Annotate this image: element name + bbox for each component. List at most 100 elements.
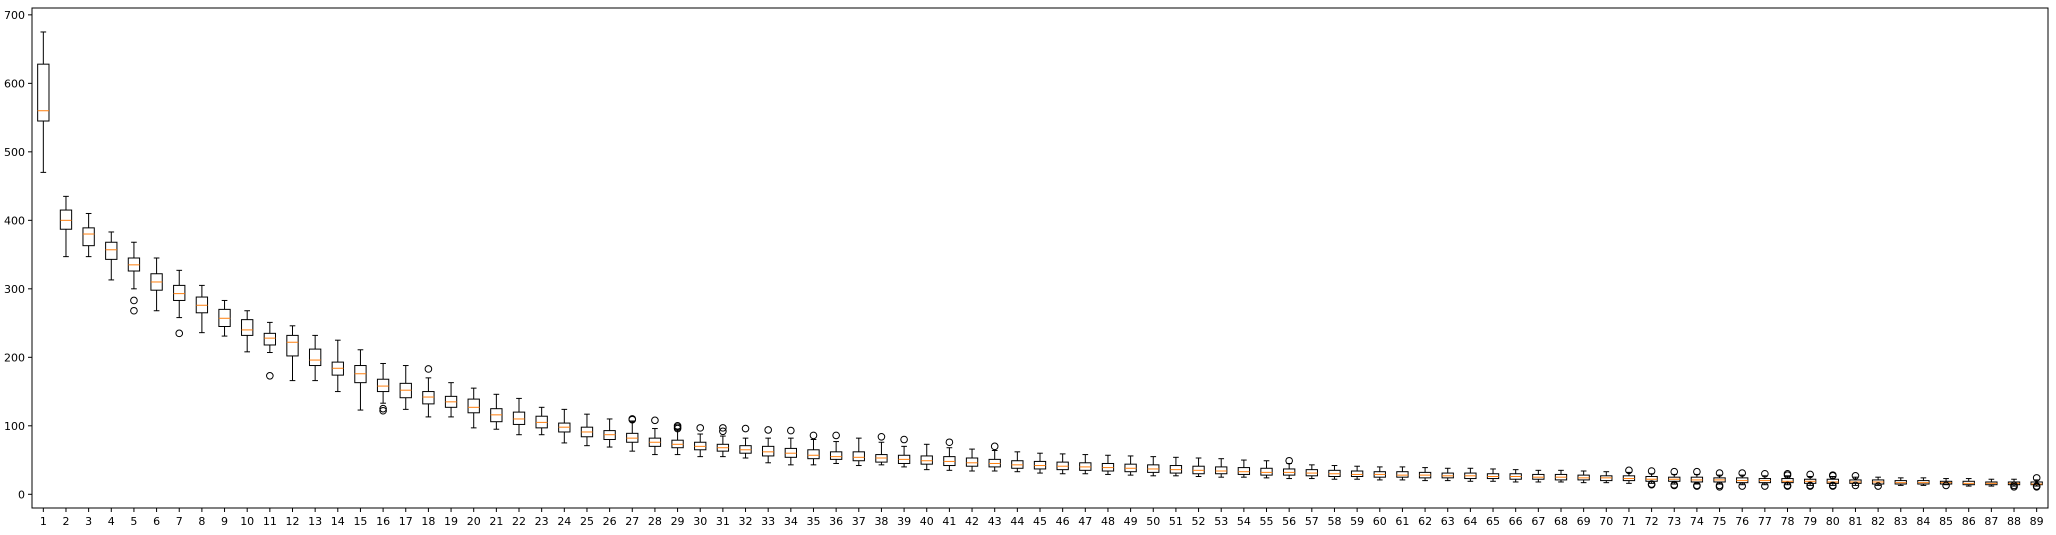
- box-85: [1939, 478, 1953, 490]
- outlier-point: [1738, 482, 1747, 490]
- x-tick-label: 67: [1531, 515, 1545, 528]
- box-34: [784, 426, 797, 466]
- box-81: [1849, 472, 1862, 490]
- box-36: [829, 431, 843, 464]
- outlier-point: [741, 424, 750, 433]
- x-tick-label: 75: [1713, 515, 1727, 528]
- box-53: [1215, 458, 1228, 478]
- y-tick-label: 400: [4, 214, 25, 227]
- x-tick-label: 71: [1622, 515, 1636, 528]
- outlier-point: [379, 404, 387, 413]
- box-87: [1985, 478, 1998, 487]
- x-tick-label: 20: [467, 515, 481, 528]
- box-89: [2030, 474, 2043, 491]
- outlier-point: [764, 426, 772, 434]
- box-30: [694, 424, 707, 458]
- x-tick-label: 83: [1894, 515, 1908, 528]
- box-37: [852, 437, 865, 467]
- box-74: [1690, 467, 1704, 490]
- y-tick-label: 700: [4, 9, 25, 22]
- x-tick-label: 85: [1939, 515, 1953, 528]
- x-tick-label: 79: [1803, 515, 1817, 528]
- x-tick-label: 78: [1781, 515, 1795, 528]
- x-tick-label: 61: [1395, 515, 1409, 528]
- outlier-point: [900, 435, 908, 444]
- x-tick-label: 37: [852, 515, 866, 528]
- x-tick-label: 52: [1192, 515, 1206, 528]
- x-tick-label: 76: [1735, 515, 1749, 528]
- box-72: [1645, 467, 1658, 489]
- box-20: [467, 387, 480, 429]
- box-75: [1713, 469, 1726, 491]
- x-tick-label: 41: [942, 515, 956, 528]
- box-69: [1577, 470, 1590, 484]
- outlier-point: [1715, 482, 1724, 491]
- outlier-point: [2032, 474, 2041, 482]
- x-tick-label: 88: [2007, 515, 2021, 528]
- box-21: [490, 393, 503, 430]
- outlier-point: [130, 296, 138, 305]
- x-tick-label: 33: [761, 515, 775, 528]
- x-tick-label: 5: [130, 515, 137, 528]
- outlier-point: [1670, 481, 1679, 490]
- outlier-point: [1942, 481, 1950, 490]
- box-71: [1622, 466, 1636, 484]
- x-tick-label: 24: [557, 515, 571, 528]
- outlier-point: [1693, 467, 1701, 476]
- x-tick-label: 40: [920, 515, 934, 528]
- x-tick-label: 51: [1169, 515, 1183, 528]
- outlier-point: [1806, 482, 1814, 490]
- box-18: [422, 365, 435, 418]
- box-86: [1962, 478, 1975, 487]
- box-48: [1101, 454, 1115, 475]
- box-78: [1781, 469, 1794, 490]
- box-14: [331, 339, 344, 393]
- box-61: [1396, 466, 1409, 481]
- box-body: [173, 284, 186, 301]
- outlier-point: [651, 416, 659, 425]
- x-tick-label: 81: [1848, 515, 1862, 528]
- box-22: [512, 397, 526, 436]
- box-80: [1826, 471, 1839, 490]
- box-39: [897, 435, 911, 468]
- box-60: [1373, 466, 1386, 481]
- box-body: [1260, 467, 1273, 476]
- box-38: [875, 432, 888, 466]
- box-76: [1736, 469, 1749, 490]
- box-25: [580, 413, 594, 447]
- x-tick-label: 42: [965, 515, 979, 528]
- box-58: [1328, 465, 1341, 480]
- y-tick-label: 600: [4, 77, 25, 90]
- box-body: [807, 449, 820, 460]
- box-50: [1147, 456, 1160, 477]
- plot-area: [37, 31, 2043, 491]
- box-42: [965, 448, 979, 472]
- box-64: [1464, 467, 1477, 482]
- outlier-point: [1829, 482, 1837, 490]
- box-5: [127, 241, 141, 315]
- box-body: [852, 451, 865, 462]
- box-body: [1396, 471, 1409, 478]
- axes-frame: [31, 7, 2049, 509]
- box-10: [241, 310, 254, 353]
- outlier-point: [379, 406, 387, 415]
- box-57: [1305, 464, 1318, 480]
- box-7: [173, 269, 186, 338]
- box-body: [308, 348, 322, 367]
- outlier-point: [877, 432, 886, 441]
- outlier-point: [1693, 482, 1701, 490]
- box-body: [82, 227, 95, 247]
- outlier-point: [130, 306, 138, 315]
- x-tick-label: 89: [2030, 515, 2044, 528]
- box-45: [1033, 452, 1047, 474]
- x-tick-label: 47: [1078, 515, 1092, 528]
- box-body: [920, 455, 933, 465]
- box-35: [807, 431, 820, 466]
- box-67: [1532, 469, 1545, 483]
- x-tick-label: 11: [263, 515, 277, 528]
- box-body: [762, 445, 775, 457]
- box-9: [218, 299, 231, 337]
- outlier-point: [1647, 467, 1656, 475]
- box-11: [263, 321, 277, 380]
